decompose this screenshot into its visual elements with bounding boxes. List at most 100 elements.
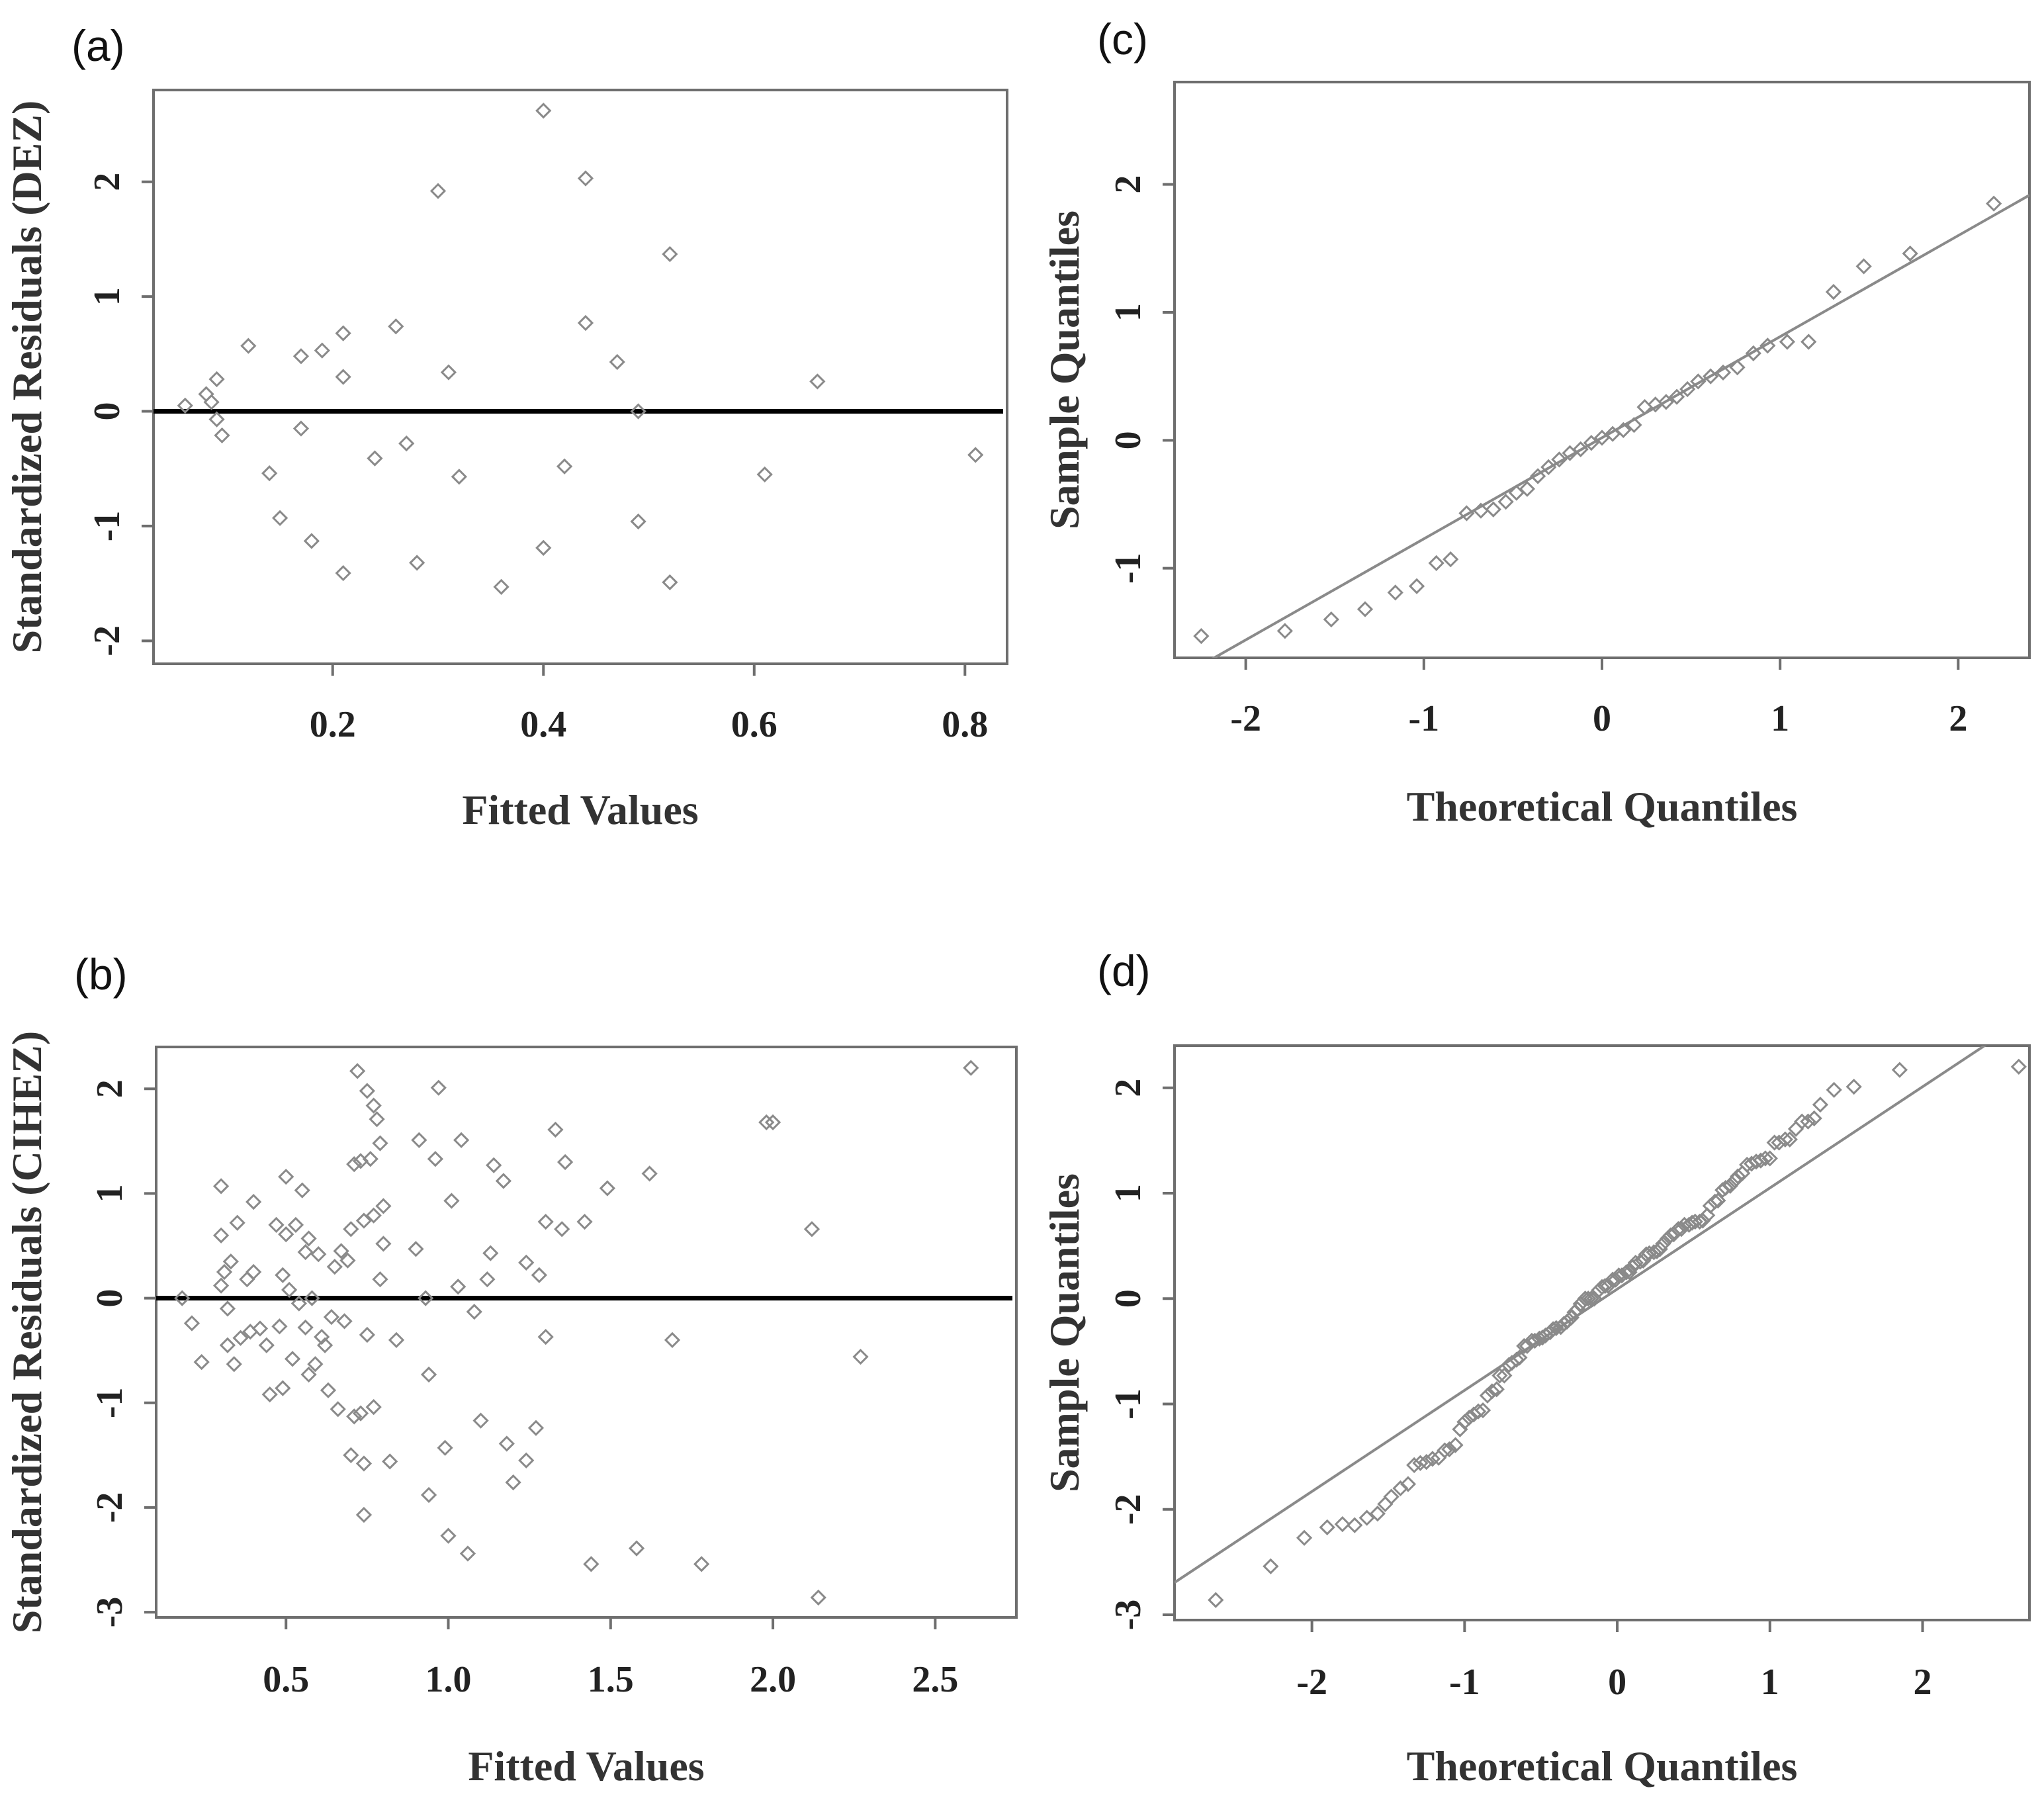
data-point	[1607, 1271, 1624, 1288]
data-point	[1593, 1279, 1611, 1295]
y-tick-label: 1	[89, 1184, 130, 1202]
data-point	[294, 1182, 310, 1199]
data-point	[1491, 1367, 1508, 1384]
data-point	[810, 1589, 826, 1606]
data-point	[222, 1253, 239, 1270]
data-point	[409, 555, 425, 571]
data-point	[1412, 1455, 1429, 1471]
data-point	[453, 1132, 470, 1148]
y-tick-label: 0	[1108, 1289, 1149, 1308]
y-tick-label: 2	[1108, 175, 1149, 194]
x-tick-label: 2	[1914, 1662, 1932, 1703]
data-point	[1726, 1172, 1743, 1189]
y-axis-title: Standardized Residuals (DEZ)	[3, 101, 50, 654]
data-point	[1527, 1332, 1543, 1349]
data-point	[1358, 1510, 1375, 1526]
data-point	[427, 1151, 444, 1167]
plot-frame	[152, 89, 1008, 665]
x-tick-label: 1.5	[588, 1659, 634, 1700]
data-point	[212, 1227, 230, 1244]
data-point	[537, 1328, 554, 1345]
data-point	[1276, 623, 1294, 639]
data-point	[599, 1180, 616, 1197]
data-point	[1855, 258, 1872, 275]
x-tick-label: 2.5	[912, 1659, 958, 1700]
data-point	[1690, 373, 1707, 390]
data-point	[375, 1236, 392, 1252]
data-point	[556, 458, 573, 475]
data-point	[1757, 1150, 1773, 1167]
data-point	[292, 348, 310, 365]
data-point	[1710, 1192, 1726, 1209]
data-point	[495, 1173, 512, 1189]
data-point	[628, 1540, 645, 1557]
x-axis-title: Fitted Values	[468, 1742, 704, 1789]
data-point	[1781, 1131, 1798, 1148]
data-point	[1529, 468, 1546, 484]
data-point	[1761, 1150, 1778, 1167]
data-point	[292, 420, 310, 437]
panel-d: (d) -2 -1 0 1 2 -3 -2 -1 0 1 2 Theoretical Quantiles…	[1041, 946, 2031, 1789]
data-point	[1400, 1476, 1417, 1492]
data-point	[420, 1366, 437, 1383]
data-point	[203, 394, 220, 410]
panel-c: (c) -2 -1 0 1 2 -1 0 1 2 Theoretical Quantiles Samp…	[1041, 15, 2031, 830]
data-point	[261, 465, 278, 482]
data-point	[1658, 394, 1675, 410]
data-point	[216, 1263, 233, 1281]
data-point	[518, 1254, 535, 1271]
data-point	[1695, 1212, 1711, 1229]
data-point	[1777, 1131, 1793, 1148]
data-point	[365, 1097, 382, 1114]
data-point	[1652, 1241, 1668, 1257]
data-point	[1825, 283, 1842, 300]
data-point	[258, 1337, 275, 1353]
data-point	[1263, 1558, 1279, 1574]
data-point	[1474, 1402, 1491, 1419]
data-point	[440, 1527, 457, 1544]
data-point	[803, 1221, 821, 1238]
data-point	[1613, 1267, 1630, 1284]
data-point	[297, 1244, 314, 1261]
data-point	[1707, 1193, 1723, 1210]
data-point	[275, 1380, 291, 1396]
x-tick-label: 0	[1608, 1662, 1626, 1703]
data-point	[1497, 494, 1514, 510]
data-point	[362, 1151, 378, 1167]
y-tick-label: -2	[1108, 1494, 1149, 1525]
data-point	[174, 1290, 191, 1306]
data-point	[226, 1356, 242, 1373]
data-point	[336, 1313, 353, 1330]
data-point	[1826, 1081, 1842, 1099]
data-point	[355, 1506, 373, 1523]
data-point	[662, 574, 678, 591]
data-point	[323, 1308, 340, 1326]
qq-reference-line	[1211, 194, 2029, 658]
data-point	[307, 1356, 324, 1373]
data-point	[287, 1216, 304, 1234]
data-point	[208, 371, 225, 388]
data-point	[609, 353, 625, 371]
data-point	[1461, 1410, 1478, 1426]
data-point	[1722, 1177, 1738, 1194]
y-tick-label: 2	[89, 1079, 130, 1098]
data-point	[443, 1193, 460, 1209]
data-point	[271, 510, 289, 526]
data-point	[304, 1290, 320, 1306]
data-point	[261, 1386, 278, 1403]
data-point	[1703, 368, 1719, 385]
data-point	[326, 1259, 343, 1275]
data-point	[1456, 1414, 1473, 1430]
data-point	[577, 314, 594, 332]
data-point	[1806, 1110, 1822, 1127]
data-point	[1641, 1245, 1658, 1261]
y-axis-title: Standardized Residuals (CIHEZ)	[3, 1031, 50, 1633]
data-point	[355, 1455, 373, 1472]
data-point	[214, 427, 230, 444]
data-point	[577, 170, 594, 187]
x-tick-label: 2.0	[750, 1659, 796, 1700]
x-tick-label: -1	[1449, 1662, 1480, 1703]
data-point	[369, 1111, 385, 1128]
x-axis-title: Theoretical Quantiles	[1407, 1742, 1798, 1789]
data-point	[359, 1326, 375, 1343]
